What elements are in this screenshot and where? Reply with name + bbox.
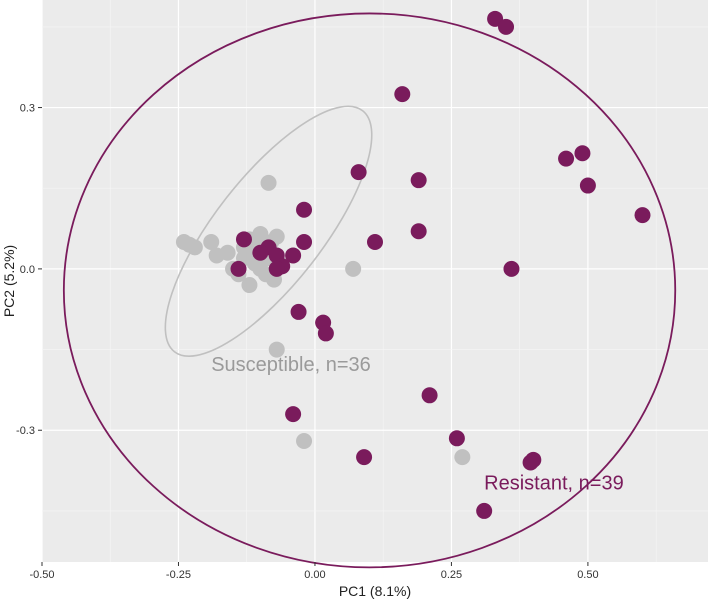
resistant-point bbox=[421, 387, 438, 404]
resistant-point bbox=[634, 207, 651, 224]
confidence-ellipses bbox=[62, 12, 677, 569]
resistant-point bbox=[296, 234, 313, 251]
susceptible-ellipse bbox=[164, 105, 373, 357]
resistant-point bbox=[498, 18, 515, 35]
resistant-point bbox=[230, 260, 247, 277]
x-tick-label: 0.50 bbox=[577, 569, 598, 581]
x-tick-label: 0.00 bbox=[304, 569, 325, 581]
resistant-point bbox=[394, 86, 411, 103]
resistant-point bbox=[290, 303, 307, 320]
resistant-point bbox=[579, 177, 596, 194]
resistant-point bbox=[317, 325, 334, 342]
y-axis-title: PC2 (5.2%) bbox=[1, 245, 17, 317]
susceptible-point bbox=[241, 277, 258, 294]
resistant-point bbox=[476, 502, 493, 519]
y-tick-label: -0.3 bbox=[16, 425, 35, 437]
resistant-point bbox=[367, 234, 383, 251]
resistant-point bbox=[350, 164, 367, 181]
resistant-point bbox=[574, 145, 591, 162]
susceptible-point bbox=[268, 341, 285, 358]
resistant-point bbox=[410, 172, 427, 189]
susceptible-point bbox=[203, 234, 220, 251]
susceptible-label: Susceptible, n=36 bbox=[211, 354, 371, 376]
resistant-point bbox=[268, 260, 285, 277]
susceptible-point bbox=[454, 449, 471, 466]
resistant-point bbox=[503, 260, 520, 277]
x-tick-label: -0.25 bbox=[166, 569, 191, 581]
resistant-point bbox=[356, 449, 373, 466]
group-labels: Susceptible, n=36 Resistant, n=39 bbox=[211, 354, 623, 494]
grid-lines bbox=[41, 0, 708, 562]
resistant-point bbox=[487, 10, 504, 27]
resistant-point bbox=[522, 454, 539, 471]
susceptible-point bbox=[260, 174, 277, 191]
x-tick-label: 0.25 bbox=[441, 569, 462, 581]
y-tick-label: 0.3 bbox=[20, 103, 35, 115]
resistant-point bbox=[410, 223, 427, 240]
resistant-point bbox=[296, 201, 313, 218]
resistant-label: Resistant, n=39 bbox=[484, 472, 624, 494]
susceptible-point bbox=[345, 260, 362, 277]
plot-panel bbox=[42, 0, 708, 562]
resistant-point bbox=[235, 231, 252, 248]
resistant-point bbox=[285, 247, 302, 264]
resistant-point bbox=[558, 150, 575, 167]
y-tick-label: 0.0 bbox=[20, 264, 35, 276]
susceptible-point bbox=[219, 244, 236, 261]
susceptible-point bbox=[186, 239, 203, 256]
x-axis-title: PC1 (8.1%) bbox=[339, 583, 411, 599]
resistant-point bbox=[448, 430, 465, 447]
resistant-ellipse bbox=[62, 12, 677, 569]
resistant-point bbox=[285, 406, 302, 423]
resistant-point bbox=[252, 244, 269, 261]
data-points bbox=[175, 10, 651, 519]
x-tick-label: -0.50 bbox=[29, 569, 54, 581]
axes: -0.50 -0.25 0.00 0.25 0.50 -0.3 0.0 0.3 bbox=[16, 103, 599, 581]
susceptible-point bbox=[296, 432, 313, 449]
